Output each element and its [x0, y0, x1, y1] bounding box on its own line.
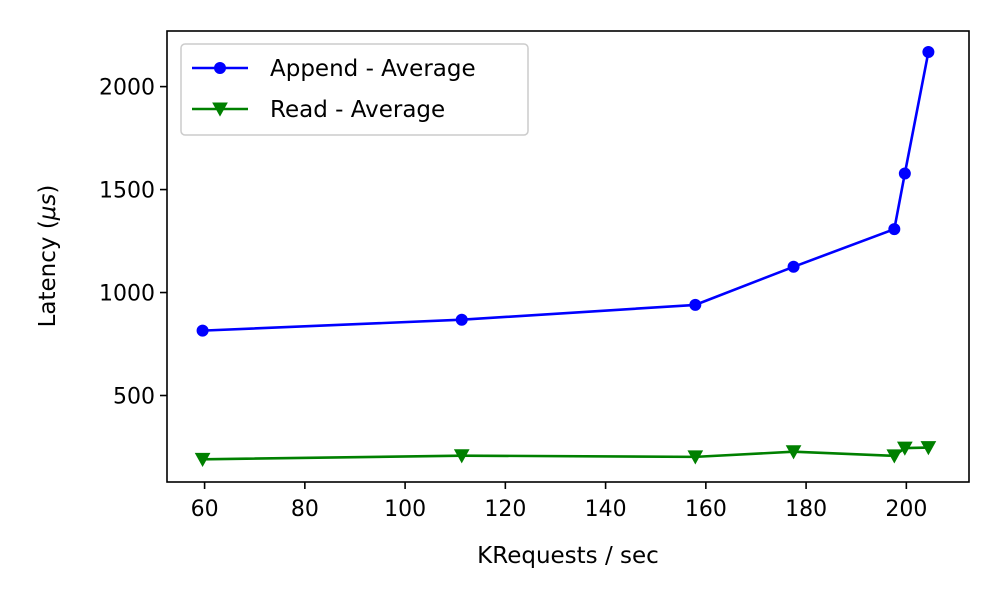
axis-layer: 60 80 100 120 140 160 180 200 500 1000 1500 2000: [99, 76, 927, 522]
series-read: [194, 441, 937, 468]
legend-frame: [180, 43, 529, 136]
y-tick-label: 2000: [99, 76, 155, 101]
series-layer: [194, 46, 937, 468]
y-tick-label: 500: [113, 385, 155, 410]
x-tick-label: 80: [291, 497, 319, 522]
legend-entries: Append - Average Read - Average: [192, 56, 476, 123]
data-point-append: [196, 324, 209, 337]
data-point-read: [453, 449, 470, 464]
data-point-append: [922, 46, 935, 59]
data-point-append: [689, 298, 702, 311]
legend-marker-read: [212, 102, 228, 117]
x-tick-label: 160: [685, 497, 727, 522]
data-point-read: [886, 449, 903, 464]
series-append: [196, 46, 935, 337]
plot-frame: [166, 30, 970, 483]
x-tick-label: 180: [785, 497, 827, 522]
data-point-read: [687, 450, 704, 465]
data-point-append: [455, 313, 468, 326]
data-point-read: [896, 441, 913, 456]
y-tick-label: 1500: [99, 179, 155, 204]
data-point-read: [194, 452, 211, 468]
data-point-read: [785, 445, 802, 460]
x-tick-label: 120: [484, 497, 526, 522]
legend-label-read: Read - Average: [270, 97, 445, 123]
data-point-append: [787, 260, 800, 273]
legend-marker-append: [214, 62, 226, 74]
y-axis-label: Latency (μs): [35, 185, 61, 328]
x-axis-label: KRequests / sec: [477, 543, 659, 569]
legend: Append - Average Read - Average: [180, 43, 529, 136]
x-tick-label: 100: [384, 497, 426, 522]
legend-label-append: Append - Average: [270, 56, 476, 82]
x-tick-label: 140: [585, 497, 627, 522]
data-point-read: [920, 441, 937, 456]
x-tick-label: 200: [885, 497, 927, 522]
y-tick-label: 1000: [99, 282, 155, 307]
data-point-append: [888, 223, 901, 236]
x-tick-label: 60: [191, 497, 219, 522]
data-point-append: [898, 167, 911, 180]
